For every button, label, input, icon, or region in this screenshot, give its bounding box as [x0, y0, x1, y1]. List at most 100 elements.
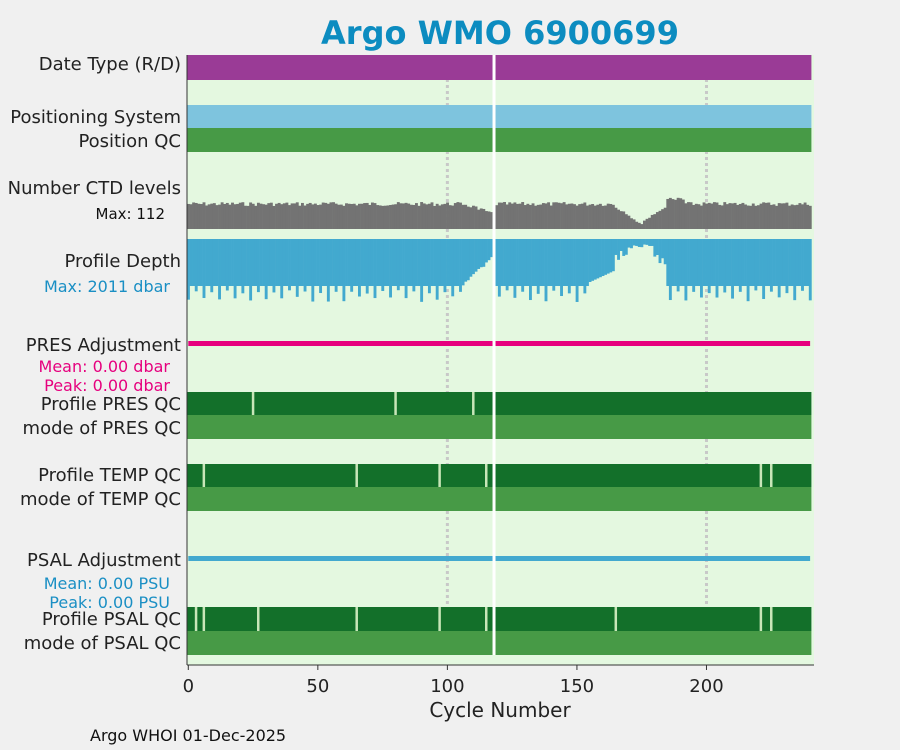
depth-154 [586, 239, 589, 286]
depth-207 [723, 239, 727, 293]
x-tick-label-0: 0 [183, 676, 194, 697]
ctd-level-137 [541, 203, 545, 229]
depth-227 [775, 239, 779, 286]
depth-37 [282, 239, 286, 286]
ctd-level-19 [236, 203, 240, 229]
depth-90 [420, 239, 424, 302]
ctd-level-211 [733, 202, 737, 229]
depth-40 [290, 239, 294, 286]
depth-168 [622, 239, 626, 256]
ctd-level-220 [757, 205, 760, 229]
depth-167 [619, 239, 623, 252]
ctd-level-152 [580, 203, 584, 229]
ctd-level-192 [684, 203, 688, 229]
depth-210 [731, 239, 734, 299]
ctd-level-63 [350, 203, 354, 229]
ctd-level-168 [622, 211, 626, 229]
ctd-level-184 [663, 207, 667, 229]
ctd-level-90 [420, 202, 424, 229]
profile-temp-qc-flag-221 [759, 464, 763, 487]
depth-164 [611, 239, 615, 272]
depth-137 [541, 239, 545, 286]
ctd-level-206 [720, 205, 724, 229]
ctd-level-166 [617, 209, 620, 229]
depth-234 [793, 239, 797, 301]
depth-219 [754, 239, 758, 291]
ctd-level-44 [301, 202, 304, 229]
ctd-level-214 [741, 202, 745, 229]
depth-70 [368, 239, 372, 286]
depth-187 [671, 239, 675, 286]
ctd-level-131 [526, 203, 530, 229]
ctd-level-47 [308, 202, 312, 229]
ctd-level-16 [228, 204, 232, 229]
depth-119 [495, 239, 499, 286]
ctd-level-3 [194, 202, 198, 229]
ctd-level-236 [798, 203, 802, 229]
depth-229 [780, 239, 784, 286]
ctd-level-142 [554, 202, 558, 229]
depth-150 [575, 239, 579, 302]
profile-temp-qc-flag-97 [438, 464, 441, 487]
ctd-level-224 [767, 202, 771, 229]
ctd-level-74 [378, 205, 382, 229]
ctd-level-153 [583, 202, 587, 229]
depth-144 [560, 239, 563, 297]
depth-30 [264, 239, 268, 300]
depth-218 [751, 239, 755, 286]
ctd-level-116 [487, 211, 491, 229]
depth-1 [189, 239, 193, 286]
depth-107 [464, 239, 468, 282]
depth-223 [764, 239, 768, 286]
ctd-level-102 [451, 205, 455, 229]
profile-temp-qc-bar [187, 464, 812, 487]
ctd-level-240 [808, 205, 812, 229]
depth-114 [482, 239, 486, 267]
ctd-level-115 [484, 211, 488, 229]
depth-79 [391, 239, 395, 286]
depth-61 [345, 239, 348, 286]
depth-87 [412, 239, 416, 292]
depth-166 [617, 239, 620, 260]
depth-214 [741, 239, 745, 286]
ctd-level-86 [409, 204, 413, 229]
ctd-levels-note-1: Max: 112 [96, 205, 165, 223]
ctd-level-175 [640, 224, 644, 229]
pres-adjustment-note-1: Mean: 0.00 dbar [39, 357, 171, 376]
ctd-level-85 [407, 203, 411, 229]
depth-176 [643, 239, 646, 245]
depth-165 [614, 239, 618, 255]
ctd-level-138 [544, 203, 548, 229]
ctd-level-179 [650, 214, 654, 229]
ctd-level-161 [604, 205, 608, 229]
depth-157 [593, 239, 597, 280]
ctd-level-143 [557, 202, 561, 229]
ctd-level-59 [339, 204, 343, 229]
ctd-level-127 [516, 203, 519, 229]
ctd-level-23 [246, 205, 250, 229]
ctd-level-94 [430, 202, 434, 229]
depth-44 [301, 239, 304, 286]
ctd-level-13 [220, 202, 224, 229]
depth-103 [453, 239, 457, 286]
profile-temp-qc-flag-225 [770, 464, 773, 487]
depth-133 [531, 239, 535, 286]
ctd-level-51 [319, 204, 323, 229]
depth-147 [567, 239, 571, 294]
depth-130 [523, 239, 527, 286]
depth-84 [404, 239, 408, 299]
ctd-level-121 [500, 202, 504, 229]
depth-158 [596, 239, 600, 279]
ctd-level-155 [588, 204, 592, 229]
depth-28 [259, 239, 263, 286]
profile-pres-qc-flag-110 [472, 392, 475, 415]
chart-title: Argo WMO 6900699 [321, 14, 679, 52]
mode-temp-qc-label: mode of TEMP QC [20, 489, 181, 510]
depth-80 [394, 239, 398, 286]
depth-97 [438, 239, 442, 286]
ctd-level-110 [472, 205, 475, 229]
ctd-level-30 [264, 204, 268, 229]
depth-23 [246, 239, 250, 286]
ctd-level-163 [609, 203, 613, 229]
ctd-level-0 [187, 203, 190, 229]
